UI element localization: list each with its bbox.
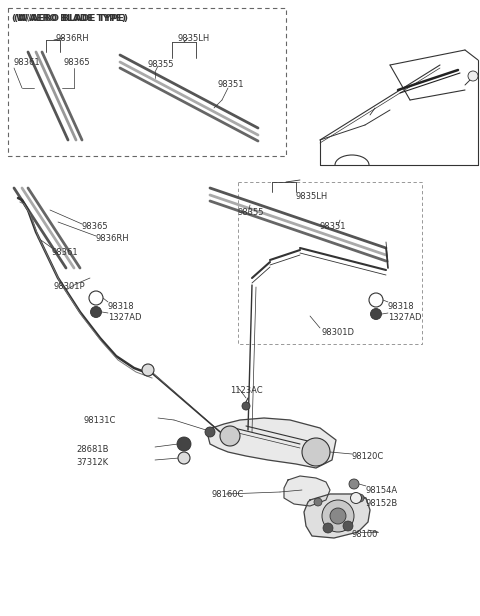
Circle shape bbox=[369, 293, 383, 307]
Circle shape bbox=[323, 523, 333, 533]
Circle shape bbox=[205, 427, 215, 437]
Text: 98160C: 98160C bbox=[212, 490, 244, 499]
Text: 1327AD: 1327AD bbox=[108, 313, 142, 322]
Text: 98365: 98365 bbox=[82, 222, 108, 231]
Text: 98100: 98100 bbox=[352, 530, 378, 539]
Text: 98355: 98355 bbox=[238, 208, 264, 217]
Text: 9836RH: 9836RH bbox=[96, 234, 130, 243]
Text: 98131C: 98131C bbox=[84, 416, 116, 425]
Text: (W/AERO BLADE TYPE): (W/AERO BLADE TYPE) bbox=[12, 14, 126, 23]
Circle shape bbox=[89, 291, 103, 305]
Text: 9835LH: 9835LH bbox=[296, 192, 328, 201]
Text: 98301P: 98301P bbox=[54, 282, 85, 291]
Text: 98361: 98361 bbox=[14, 58, 41, 67]
Circle shape bbox=[91, 307, 101, 317]
Text: 98355: 98355 bbox=[148, 60, 175, 69]
Circle shape bbox=[314, 498, 322, 506]
Circle shape bbox=[142, 364, 154, 376]
Text: 98154A: 98154A bbox=[366, 486, 398, 495]
Circle shape bbox=[302, 438, 330, 466]
FancyBboxPatch shape bbox=[8, 8, 286, 156]
Text: (W/AERO BLADE TYPE): (W/AERO BLADE TYPE) bbox=[14, 14, 128, 23]
Text: 9835LH: 9835LH bbox=[178, 34, 210, 43]
Text: 98318: 98318 bbox=[388, 302, 415, 311]
Text: 28681B: 28681B bbox=[76, 445, 108, 454]
Text: 98301D: 98301D bbox=[322, 328, 355, 337]
Circle shape bbox=[330, 508, 346, 524]
Circle shape bbox=[178, 452, 190, 464]
Text: 9836RH: 9836RH bbox=[55, 34, 89, 43]
Circle shape bbox=[220, 426, 240, 446]
Circle shape bbox=[371, 309, 382, 320]
Circle shape bbox=[356, 494, 364, 502]
Text: 1327AD: 1327AD bbox=[388, 313, 421, 322]
Text: 37312K: 37312K bbox=[76, 458, 108, 467]
Text: 98361: 98361 bbox=[52, 248, 79, 257]
Text: 1123AC: 1123AC bbox=[230, 386, 263, 395]
Text: 98152B: 98152B bbox=[366, 499, 398, 508]
Circle shape bbox=[242, 402, 250, 410]
Circle shape bbox=[177, 437, 191, 451]
Text: 98120C: 98120C bbox=[352, 452, 384, 461]
Circle shape bbox=[343, 521, 353, 531]
Text: 98318: 98318 bbox=[108, 302, 134, 311]
Circle shape bbox=[350, 493, 361, 503]
Circle shape bbox=[349, 479, 359, 489]
Polygon shape bbox=[208, 418, 336, 468]
Circle shape bbox=[322, 500, 354, 532]
Text: 98351: 98351 bbox=[218, 80, 244, 89]
Polygon shape bbox=[304, 494, 370, 538]
Circle shape bbox=[468, 71, 478, 81]
Text: 98351: 98351 bbox=[320, 222, 347, 231]
Text: 98365: 98365 bbox=[64, 58, 91, 67]
Polygon shape bbox=[284, 476, 330, 506]
